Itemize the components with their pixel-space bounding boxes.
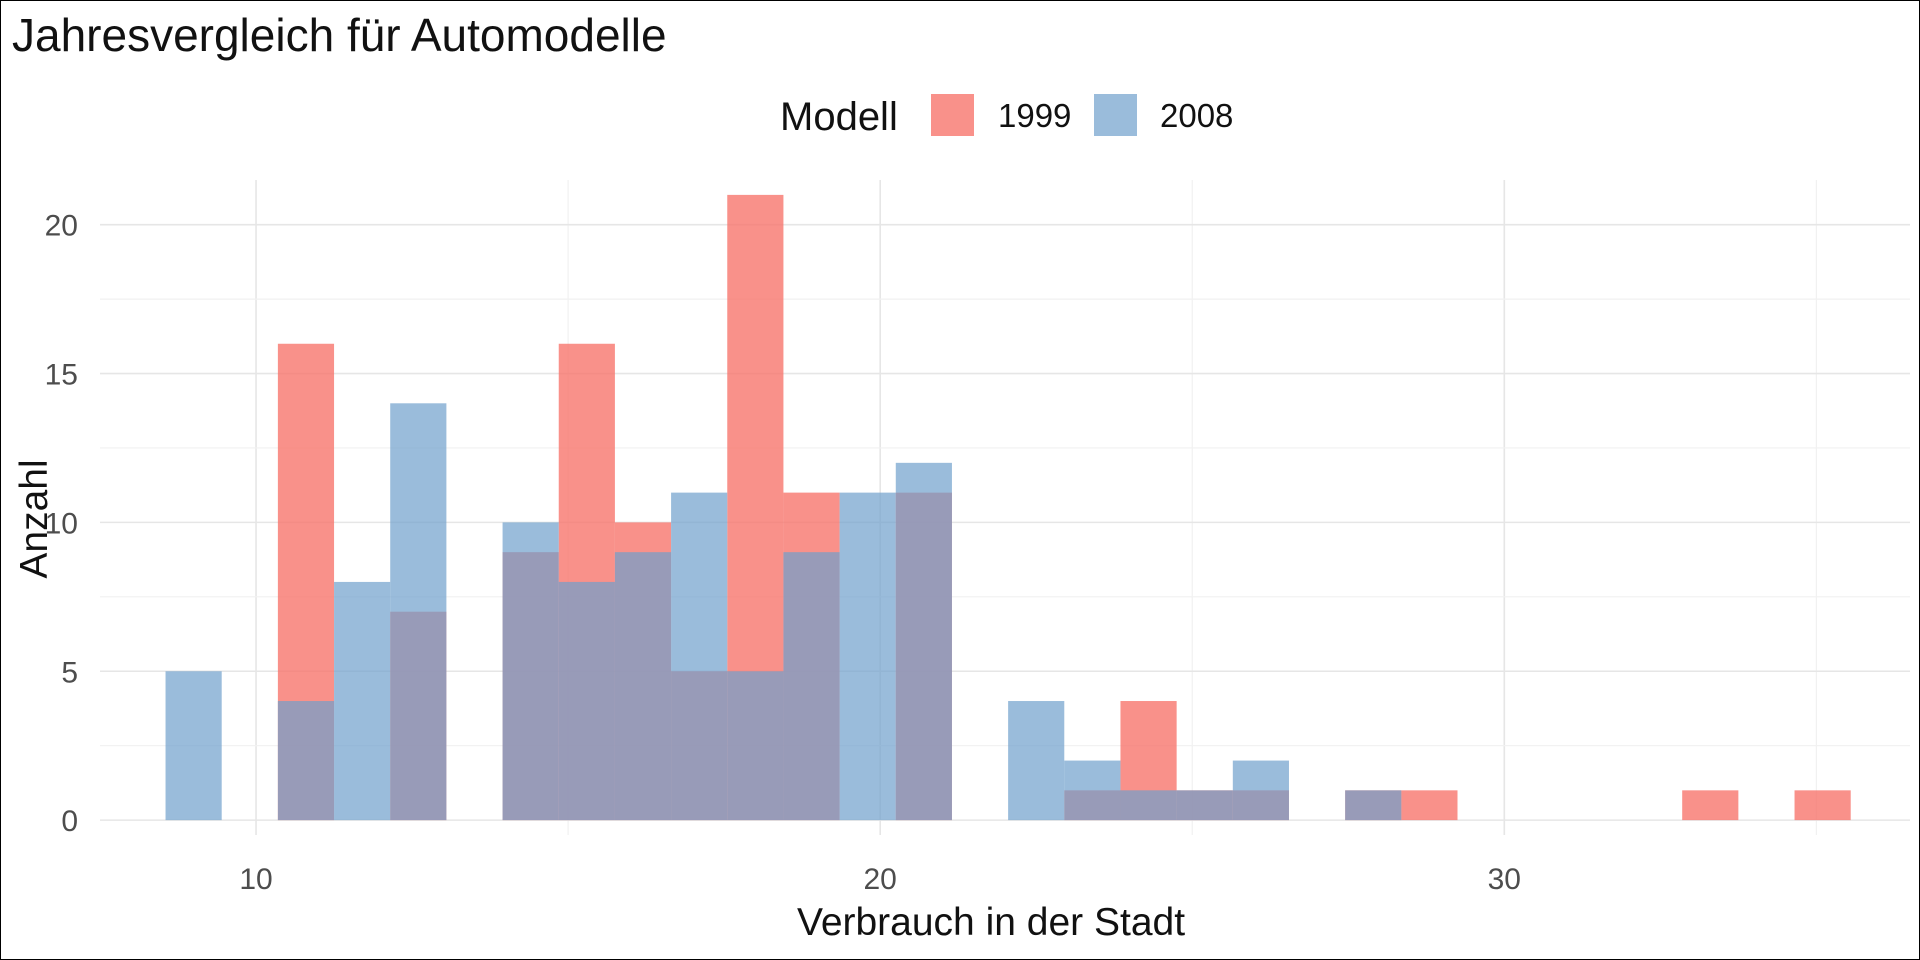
y-tick-label: 10 bbox=[45, 507, 78, 540]
bar-1999 bbox=[1401, 790, 1458, 821]
y-tick-label: 15 bbox=[45, 359, 78, 392]
bar-2008 bbox=[390, 403, 447, 821]
bar-2008 bbox=[502, 522, 559, 821]
legend-key-2008 bbox=[1094, 94, 1137, 136]
legend-title: Modell bbox=[780, 95, 898, 139]
chart-title: Jahresvergleich für Automodelle bbox=[12, 9, 667, 61]
bar-2008 bbox=[558, 581, 615, 821]
y-tick-label: 0 bbox=[61, 805, 78, 838]
bar-2008 bbox=[614, 552, 672, 821]
bar-2008 bbox=[1232, 760, 1289, 821]
x-axis-title: Verbrauch in der Stadt bbox=[797, 901, 1185, 944]
x-tick-label: 20 bbox=[863, 863, 896, 896]
bar-2008 bbox=[671, 492, 728, 821]
y-tick-label: 20 bbox=[45, 210, 78, 243]
bar-2008 bbox=[1064, 760, 1121, 821]
x-tick-label: 30 bbox=[1488, 863, 1521, 896]
legend-label-1999: 1999 bbox=[998, 97, 1071, 134]
legend-key-1999 bbox=[931, 94, 974, 136]
bar-2008 bbox=[1345, 790, 1402, 821]
legend: Modell 1999 2008 bbox=[780, 94, 1233, 139]
bar-1999 bbox=[1794, 790, 1851, 821]
bar-1999 bbox=[1682, 790, 1739, 821]
bar-2008 bbox=[1176, 790, 1233, 821]
bar-2008 bbox=[1008, 701, 1065, 821]
bar-2008 bbox=[727, 671, 784, 821]
legend-label-2008: 2008 bbox=[1160, 97, 1233, 134]
bar-2008 bbox=[839, 492, 896, 821]
bar-2008 bbox=[165, 671, 222, 821]
y-tick-label: 5 bbox=[61, 656, 78, 689]
y-axis-title: Anzahl bbox=[13, 459, 56, 578]
bars-series-2008 bbox=[165, 403, 1402, 821]
bar-2008 bbox=[895, 462, 952, 821]
bar-2008 bbox=[1120, 790, 1177, 821]
bar-2008 bbox=[783, 552, 840, 821]
bar-2008 bbox=[277, 701, 335, 821]
bar-2008 bbox=[334, 581, 391, 821]
tick-labels: 0 5 10 15 20 10 20 30 bbox=[45, 210, 1521, 896]
x-tick-label: 10 bbox=[239, 863, 272, 896]
